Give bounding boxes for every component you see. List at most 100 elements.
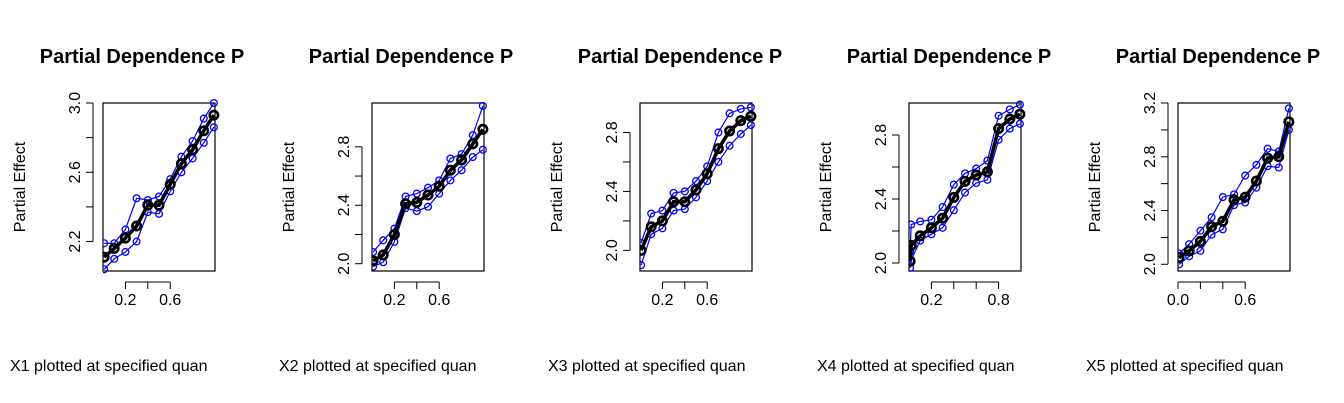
data-point-mean bbox=[724, 125, 736, 137]
y-axis-label: Partial Effect bbox=[281, 141, 298, 232]
data-point-mean bbox=[909, 239, 917, 251]
data-point-lower bbox=[960, 188, 970, 197]
panel-2: Partial Dependence P X2 plotted at specif… bbox=[279, 46, 513, 375]
data-point-upper bbox=[1015, 100, 1024, 109]
data-point-upper bbox=[938, 202, 947, 212]
panel-4: Partial Dependence P X4 plotted at specif… bbox=[817, 46, 1051, 375]
data-point-lower bbox=[446, 176, 455, 185]
data-point-mean bbox=[925, 222, 937, 234]
data-point-mean bbox=[372, 255, 379, 267]
data-point-lower bbox=[714, 157, 723, 166]
data-point-lower bbox=[110, 254, 119, 263]
data-point-mean bbox=[1183, 245, 1195, 257]
x-axis-label: X2 plotted at specified quan bbox=[279, 358, 476, 375]
data-point-mean bbox=[377, 249, 389, 261]
data-point-lower bbox=[949, 206, 958, 215]
data-point-mean bbox=[948, 191, 960, 203]
data-point-mean bbox=[937, 212, 949, 224]
plot-frame bbox=[371, 102, 485, 272]
data-point-mean bbox=[1206, 221, 1218, 233]
y-tick-label: 3.0 bbox=[67, 92, 84, 114]
y-axis-label: Partial Effect bbox=[818, 141, 835, 232]
data-point-lower bbox=[1015, 119, 1024, 128]
chart-title: Partial Dependence P bbox=[1116, 46, 1321, 68]
data-point-lower bbox=[468, 153, 477, 162]
series-line-mean bbox=[372, 128, 485, 263]
data-point-lower bbox=[132, 237, 141, 246]
x-tick-label: 0.6 bbox=[696, 292, 718, 309]
series-line-upper bbox=[104, 102, 215, 244]
data-point-mean bbox=[198, 125, 210, 137]
x-tick-label: 0.2 bbox=[651, 292, 673, 309]
series-line-upper bbox=[372, 105, 484, 253]
series-line-lower bbox=[640, 124, 752, 266]
data-point-mean bbox=[175, 158, 187, 170]
data-point-mean bbox=[645, 221, 657, 233]
data-point-mean bbox=[422, 189, 434, 201]
data-point-upper bbox=[725, 109, 734, 118]
series-line-lower bbox=[372, 149, 484, 268]
data-point-upper bbox=[1252, 160, 1261, 169]
data-point-lower bbox=[736, 129, 745, 138]
panel-5: Partial Dependence P X5 plotted at specif… bbox=[1086, 46, 1320, 375]
data-point-lower bbox=[478, 145, 487, 154]
data-point-mean bbox=[1228, 194, 1240, 206]
data-point-mean bbox=[1273, 151, 1285, 163]
data-point-upper bbox=[379, 236, 388, 245]
data-point-mean bbox=[701, 168, 713, 180]
series-line-upper bbox=[1178, 108, 1290, 254]
data-point-upper bbox=[1196, 226, 1205, 235]
x-axis-label: X5 plotted at specified quan bbox=[1086, 358, 1283, 375]
x-tick-label: 0.6 bbox=[428, 292, 450, 309]
data-point-upper bbox=[1207, 213, 1216, 222]
data-point-lower bbox=[640, 261, 646, 270]
x-axis-label: X4 plotted at specified quan bbox=[817, 358, 1014, 375]
data-point-upper bbox=[103, 239, 109, 248]
data-point-mean bbox=[914, 230, 926, 242]
x-tick-label: 0.2 bbox=[114, 292, 136, 309]
chart-title: Partial Dependence P bbox=[40, 46, 245, 68]
data-point-mean bbox=[1250, 175, 1262, 187]
data-point-mean bbox=[411, 196, 423, 208]
data-point-mean bbox=[433, 180, 445, 192]
y-tick-label: 2.4 bbox=[1142, 199, 1159, 221]
data-point-mean bbox=[993, 123, 1005, 135]
y-axis-label: Partial Effect bbox=[1087, 141, 1104, 232]
data-point-upper bbox=[209, 98, 218, 108]
data-point-mean bbox=[103, 251, 110, 263]
data-point-mean bbox=[679, 196, 691, 208]
data-point-upper bbox=[736, 104, 745, 113]
chart-title: Partial Dependence P bbox=[309, 46, 514, 68]
data-point-upper bbox=[916, 217, 925, 226]
x-tick-label: 0.0 bbox=[1167, 292, 1189, 309]
x-tick-label: 0.2 bbox=[383, 292, 405, 309]
plot-frame bbox=[102, 102, 216, 272]
data-point-upper bbox=[909, 220, 916, 229]
data-point-upper bbox=[647, 209, 656, 218]
data-point-upper bbox=[143, 195, 152, 205]
data-point-upper bbox=[446, 154, 455, 163]
data-point-mean bbox=[1178, 252, 1185, 264]
data-point-mean bbox=[400, 198, 412, 210]
data-point-mean bbox=[467, 138, 479, 150]
data-point-mean bbox=[959, 175, 971, 187]
y-tick-label: 2.8 bbox=[1142, 146, 1159, 168]
data-point-mean bbox=[388, 228, 400, 240]
y-tick-label: 2.8 bbox=[873, 124, 890, 146]
plot-frame bbox=[908, 102, 1022, 272]
data-point-upper bbox=[1263, 144, 1272, 153]
data-point-lower bbox=[423, 202, 433, 211]
data-point-mean bbox=[477, 123, 489, 135]
data-point-mean bbox=[1194, 235, 1206, 247]
data-point-lower bbox=[1005, 124, 1014, 133]
data-point-mean bbox=[690, 184, 702, 196]
data-point-mean bbox=[164, 178, 176, 190]
data-point-mean bbox=[1004, 113, 1016, 125]
data-point-upper bbox=[1218, 193, 1227, 202]
x-tick-label: 0.8 bbox=[987, 292, 1009, 309]
y-tick-label: 2.4 bbox=[873, 188, 890, 210]
data-point-mean bbox=[153, 199, 165, 211]
x-tick-label: 0.2 bbox=[920, 292, 942, 309]
data-point-lower bbox=[938, 223, 947, 232]
data-point-mean bbox=[1217, 215, 1229, 227]
